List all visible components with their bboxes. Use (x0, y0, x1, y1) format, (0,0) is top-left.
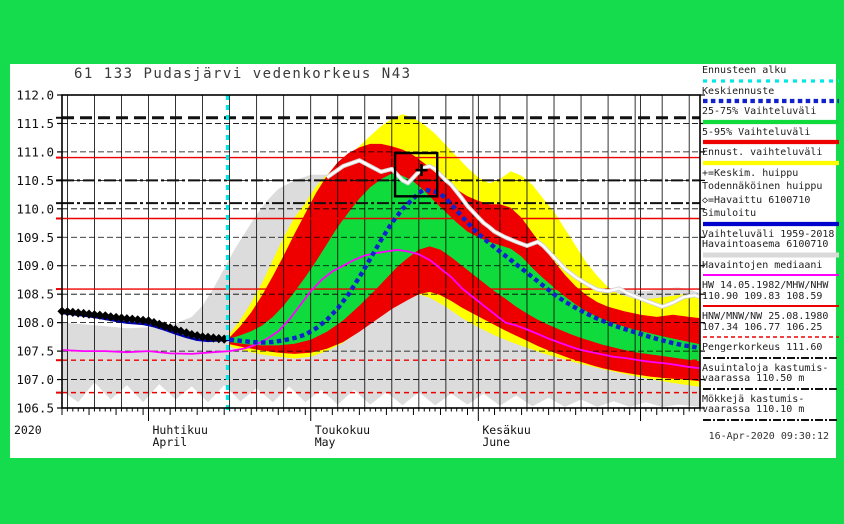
legend-label: Todennäköinen huippu (702, 181, 823, 192)
legend-label: Simuloitu (702, 208, 757, 219)
legend: Ennusteen alku Keskiennuste 25-75% Vaihtel… (702, 65, 844, 426)
legend-sample-line (703, 356, 839, 359)
legend-label: 5-95% Vaihteluväli (702, 126, 811, 138)
legend-item-pengerkorkeus: Pengerkorkeus 111.60 (702, 342, 844, 361)
legend-label: 110.90 109.83 108.59 (702, 290, 823, 302)
legend-item-havaittu: ◇=Havaittu 6100710 (702, 194, 844, 207)
legend-label: 107.34 106.77 106.25 (702, 321, 823, 333)
legend-item-asuintalot-kastumisvaara: Asuintaloja kastumis-vaarassa 110.50 m (702, 362, 844, 392)
x-axis-year-label: 2020 (14, 423, 42, 437)
axis-labels: 106.5 107.0 107.5 108.0 108.5 109.0 109.5 110.0… (14, 88, 531, 450)
legend-label: Vaihteluväli 1959-2018 (702, 228, 835, 240)
x-axis-month-fi: Toukokuu (315, 423, 370, 437)
legend-sample-line (703, 252, 839, 257)
legend-label: vaarassa 110.10 m (702, 404, 805, 415)
x-axis-month-en: May (315, 435, 336, 449)
legend-sample-line (703, 387, 839, 390)
y-axis-tick-label: 107.0 (16, 372, 54, 387)
legend-label: 25-75% Vaihteluväli (702, 106, 817, 117)
legend-label: HNW/MNW/NW 25.08.1980 (702, 311, 829, 322)
legend-label: +=Keskim. huippu (702, 167, 799, 179)
legend-label: Ennust. vaihteluväli (702, 147, 823, 158)
legend-label: HW 14.05.1982/MHW/NHW (702, 280, 829, 291)
line-havaintojen-mediaani (61, 248, 701, 370)
legend-label: Havaintojen mediaani (702, 259, 823, 271)
y-axis-tick-label: 108.0 (16, 315, 54, 330)
legend-item-havaintojen-mediaani: Havaintojen mediaani (702, 259, 844, 279)
y-axis-tick-label: 107.5 (16, 344, 54, 359)
y-axis-tick-label: 111.5 (16, 116, 54, 131)
bands (62, 114, 700, 407)
peak-zoom-box (393, 151, 439, 198)
band-25-75-vaihteluvali (229, 173, 700, 362)
legend-label: Asuintaloja kastumis- (702, 362, 829, 374)
line-todennakoinen-huippu (326, 159, 701, 308)
mean-peak-marker (415, 164, 428, 177)
legend-label: Pengerkorkeus 111.60 (702, 342, 823, 353)
legend-item-vaihteluvali-historia: Vaihteluväli 1959-2018 Havaintoasema 6100… (702, 228, 844, 258)
legend-label: ◇=Havaittu 6100710 (702, 194, 811, 206)
legend-sample-line (703, 336, 839, 338)
y-axis-tick-label: 108.5 (16, 287, 54, 302)
y-axis-tick-label: 106.5 (16, 401, 54, 416)
chart-title: 61 133 Pudasjärvi vedenkorkeus N43 (74, 66, 412, 82)
legend-sample-line (703, 119, 839, 124)
y-axis-tick-label: 111.0 (16, 144, 54, 159)
legend-item-hw-mhw-nhw: HW 14.05.1982/MHW/NHW 110.90 109.83 108.5… (702, 280, 844, 309)
legend-sample-line (703, 274, 839, 276)
y-axis-tick-label: 109.0 (16, 258, 54, 273)
legend-item-vaihteluvali-25-75: 25-75% Vaihteluväli (702, 106, 844, 125)
legend-sample-line (703, 139, 839, 145)
legend-item-hnw-mnw-nw: HNW/MNW/NW 25.08.1980 107.34 106.77 106.2… (702, 311, 844, 340)
legend-item-keskiennuste: Keskiennuste (702, 85, 844, 105)
legend-sample-line (703, 305, 839, 307)
line-keskiennuste (229, 187, 701, 351)
x-axis-month-en: April (153, 435, 188, 449)
legend-item-keskimaarainen-huippu: +=Keskim. huippu (702, 167, 844, 180)
x-axis-month-en: June (482, 435, 510, 449)
legend-label: Keskiennuste (702, 85, 775, 97)
legend-sample-line (703, 160, 839, 165)
observed-markers (57, 306, 229, 344)
legend-label: Havaintoasema 6100710 (702, 239, 829, 250)
legend-item-mokit-kastumisvaara: Mökkejä kastumis-vaarassa 110.10 m (702, 393, 844, 423)
legend-label: vaarassa 110.50 m (702, 373, 805, 384)
observed-diamonds (57, 306, 229, 344)
y-axis-tick-label: 110.5 (16, 173, 54, 188)
legend-label: Ennusteen alku (702, 65, 787, 76)
axis-ticks (57, 94, 705, 421)
y-axis-tick-label: 109.5 (16, 230, 54, 245)
y-axis-tick-label: 110.0 (16, 201, 54, 216)
legend-sample-line (703, 418, 839, 421)
x-axis-month-fi: Huhtikuu (153, 423, 208, 437)
legend-item-ennusteen-alku: Ennusteen alku (702, 65, 844, 84)
legend-item-simuloitu: Simuloitu (702, 208, 844, 227)
legend-sample-line (703, 221, 839, 226)
legend-item-todennakoinen-huippu: Todennäköinen huippu (702, 181, 844, 193)
legend-item-vaihteluvali-5-95: 5-95% Vaihteluväli (702, 126, 844, 146)
legend-sample-line (703, 78, 839, 83)
x-axis-month-fi: Kesäkuu (482, 423, 530, 437)
y-axis-tick-label: 112.0 (16, 88, 54, 103)
legend-item-ennustettu-vaihteluvali: Ennust. vaihteluväli (702, 147, 844, 166)
timestamp: 16-Apr-2020 09:30:12 (708, 431, 829, 442)
legend-label: Mökkejä kastumis- (702, 393, 805, 405)
legend-sample-line (703, 98, 839, 104)
